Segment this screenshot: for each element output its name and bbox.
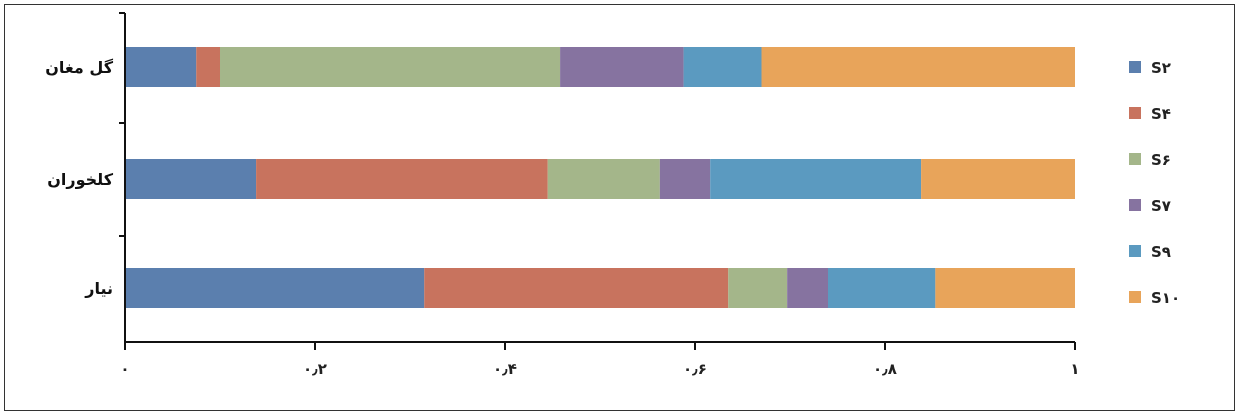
bar-segment (828, 268, 936, 308)
x-tick-label: ۱ (1070, 360, 1079, 378)
legend-label: S۶ (1151, 151, 1171, 169)
bar-segment (921, 159, 1075, 199)
bar-segment (547, 159, 660, 199)
x-tick-label: ۰ (120, 360, 129, 378)
x-tick-label: ۰٫۶ (683, 360, 707, 378)
axes-layer (119, 12, 1076, 350)
bar-segment (560, 47, 684, 87)
bar-segment (728, 268, 788, 308)
legend-label: S۷ (1151, 197, 1171, 215)
legend-swatch (1129, 107, 1141, 119)
legend-swatch (1129, 245, 1141, 257)
bar-segment (710, 159, 922, 199)
bar-segment (220, 47, 561, 87)
bar-segment (125, 268, 425, 308)
category-label: نیار (84, 279, 113, 298)
labels-layer: گل مغان کلخوران نیار ۰ ۰٫۲ ۰٫۴ ۰٫۶ ۰٫۸ ۱ (45, 58, 1079, 378)
bar-segment (125, 47, 197, 87)
bar-segment (761, 47, 1075, 87)
bar-segment (683, 47, 762, 87)
bar-segment (196, 47, 220, 87)
x-tick-label: ۰٫۸ (873, 360, 897, 378)
legend: S۲ S۴ S۶ S۷ S۹ S۱۰ (1129, 59, 1180, 307)
x-tick-label: ۰٫۴ (493, 360, 517, 378)
bar-segment (935, 268, 1075, 308)
legend-label: S۱۰ (1151, 289, 1180, 307)
bars-layer (125, 47, 1075, 308)
bar-segment (787, 268, 828, 308)
bar-segment (256, 159, 548, 199)
bar-segment (424, 268, 729, 308)
chart-frame: گل مغان کلخوران نیار ۰ ۰٫۲ ۰٫۴ ۰٫۶ ۰٫۸ ۱ S۲ S۴ S۶ S… (4, 4, 1235, 411)
legend-swatch (1129, 61, 1141, 73)
legend-swatch (1129, 153, 1141, 165)
legend-label: S۴ (1151, 105, 1171, 123)
x-tick-label: ۰٫۲ (303, 360, 327, 378)
category-label: کلخوران (47, 170, 113, 189)
legend-label: S۲ (1151, 59, 1171, 77)
bar-segment (659, 159, 711, 199)
legend-swatch (1129, 199, 1141, 211)
bar-segment (125, 159, 257, 199)
category-label: گل مغان (45, 58, 113, 77)
legend-swatch (1129, 291, 1141, 303)
legend-label: S۹ (1151, 243, 1171, 261)
